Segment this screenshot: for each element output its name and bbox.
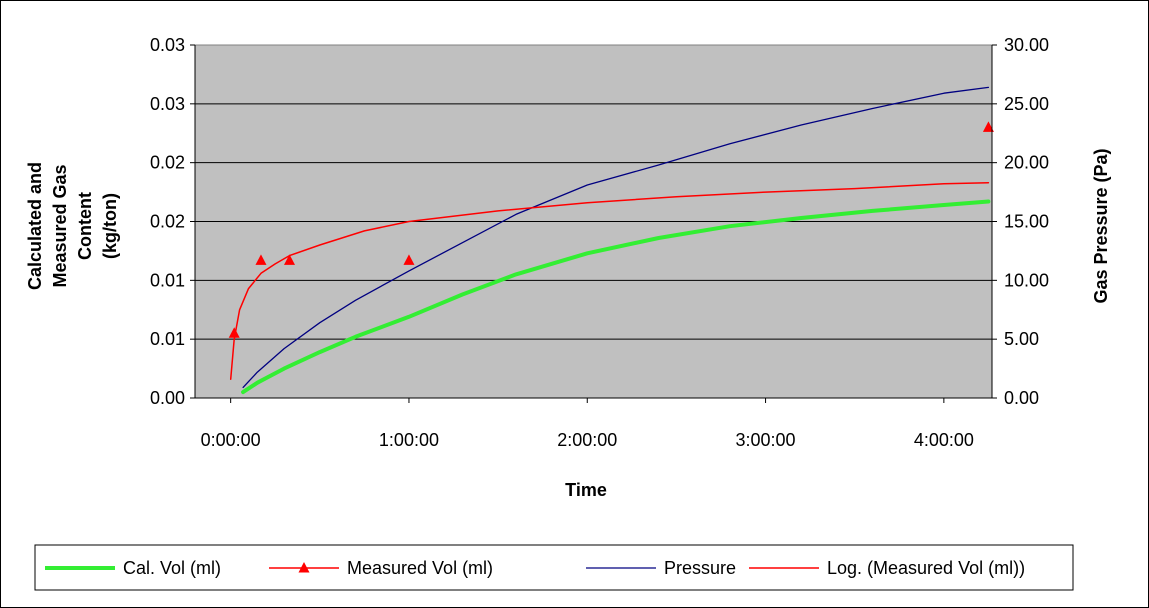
y-left-tick-label: 0.02 — [150, 212, 185, 232]
y-left-axis-title: Calculated and Measured Gas Content (kg/ton… — [25, 162, 120, 290]
x-tick-label: 0:00:00 — [201, 430, 261, 450]
y-right-tick-label: 5.00 — [1004, 329, 1039, 349]
legend-label: Pressure — [664, 558, 736, 578]
y-right-tick-label: 15.00 — [1004, 212, 1049, 232]
y-left-tick-label: 0.01 — [150, 329, 185, 349]
y-right-tick-label: 0.00 — [1004, 388, 1039, 408]
x-tick-label: 3:00:00 — [736, 430, 796, 450]
legend-label: Log. (Measured Vol (ml)) — [827, 558, 1025, 578]
y-left-axis-title-line: (kg/ton) — [100, 193, 120, 259]
y-right-tick-label: 30.00 — [1004, 35, 1049, 55]
y-left-tick-label: 0.03 — [150, 35, 185, 55]
y-right-tick-label: 20.00 — [1004, 153, 1049, 173]
y-left-tick-label: 0.00 — [150, 388, 185, 408]
y-right-tick-label: 25.00 — [1004, 94, 1049, 114]
legend-label: Cal. Vol (ml) — [123, 558, 221, 578]
y-left-tick-label: 0.03 — [150, 94, 185, 114]
y-left-tick-label: 0.02 — [150, 153, 185, 173]
y-left-axis-title-line: Calculated and — [25, 162, 45, 290]
y-right-tick-label: 10.00 — [1004, 270, 1049, 290]
x-axis-title: Time — [565, 480, 607, 500]
y-left-axis-title-line: Measured Gas — [50, 164, 70, 287]
x-tick-label: 2:00:00 — [557, 430, 617, 450]
x-tick-label: 1:00:00 — [379, 430, 439, 450]
y-left-axis-title-line: Content — [75, 192, 95, 260]
legend-label: Measured Vol (ml) — [347, 558, 493, 578]
y-left-tick-label: 0.01 — [150, 270, 185, 290]
x-tick-label: 4:00:00 — [914, 430, 974, 450]
y-right-axis-title: Gas Pressure (Pa) — [1091, 148, 1111, 303]
